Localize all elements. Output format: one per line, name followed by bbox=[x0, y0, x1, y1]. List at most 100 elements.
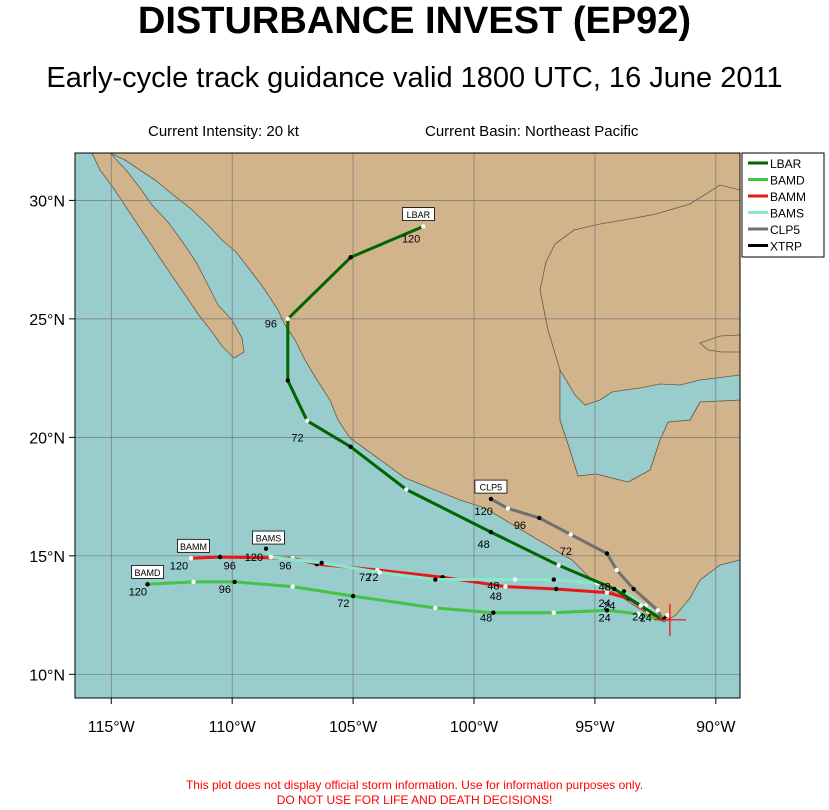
lat-tick-label: 25°N bbox=[29, 312, 65, 329]
land-layer bbox=[75, 153, 740, 623]
lon-tick-label: 95°W bbox=[575, 719, 615, 736]
track-point bbox=[404, 487, 409, 492]
track-point bbox=[512, 577, 518, 582]
storm-position-marker bbox=[653, 603, 686, 636]
lat-tick-label: 20°N bbox=[29, 430, 65, 447]
track-point bbox=[377, 570, 382, 575]
track-lbar: 24 48 72 96 120 LBAR bbox=[265, 207, 664, 622]
track-point bbox=[319, 560, 324, 566]
map-frame bbox=[74, 152, 741, 699]
forecast-hour-label: 96 bbox=[265, 319, 277, 331]
track-point bbox=[433, 577, 438, 582]
track-point bbox=[604, 590, 610, 595]
legend-box bbox=[741, 152, 825, 258]
legend: LBAR BAMD BAMM BAMS CLP5 XTRP bbox=[741, 152, 825, 258]
forecast-hour-label: 24 bbox=[640, 612, 652, 624]
track-tag-label: LBAR bbox=[407, 210, 431, 220]
lon-tick-label: 100°W bbox=[450, 719, 499, 736]
track-point bbox=[655, 608, 660, 613]
track-point bbox=[145, 582, 150, 587]
track-xtrp bbox=[661, 612, 670, 621]
track-point bbox=[556, 563, 561, 568]
forecast-hour-label: 120 bbox=[245, 552, 263, 564]
forecast-hour-label: 24 bbox=[603, 601, 615, 613]
track-point bbox=[433, 605, 438, 611]
forecast-hour-label: 72 bbox=[366, 572, 378, 584]
forecast-hour-label: 96 bbox=[224, 560, 236, 572]
track-clp5: 24 48 72 96 120 CLP5 bbox=[474, 479, 664, 624]
track-tag-label: BAMS bbox=[256, 534, 282, 544]
track-point bbox=[551, 610, 556, 615]
track-point bbox=[621, 589, 627, 594]
lat-lon-grid bbox=[75, 153, 740, 698]
legend-label-clp5: CLP5 bbox=[770, 223, 800, 237]
forecast-hour-label: 48 bbox=[598, 582, 610, 594]
forecast-hour-label: 120 bbox=[129, 586, 147, 598]
track-point bbox=[568, 532, 573, 537]
track-point bbox=[488, 529, 494, 535]
map-subtitle: Early-cycle track guidance valid 1800 UT… bbox=[46, 62, 783, 94]
track-point bbox=[348, 255, 353, 260]
land-cuba bbox=[699, 334, 740, 353]
forecast-hour-label: 72 bbox=[291, 432, 303, 444]
disclaimer-line-2: DO NOT USE FOR LIFE AND DEATH DECISIONS! bbox=[276, 793, 553, 807]
track-point bbox=[290, 584, 295, 589]
current-intensity-label: Current Intensity: 20 kt bbox=[148, 123, 299, 140]
track-tag-box bbox=[177, 538, 210, 553]
track-point bbox=[421, 224, 426, 229]
track-point bbox=[551, 577, 556, 582]
forecast-hour-label: 48 bbox=[487, 580, 499, 592]
map-title: DISTURBANCE INVEST (EP92) bbox=[137, 0, 692, 42]
legend-label-bamd: BAMD bbox=[770, 174, 805, 188]
track-point bbox=[488, 496, 494, 502]
forecast-hour-label: 120 bbox=[474, 506, 492, 518]
bay-of-campeche bbox=[559, 368, 740, 483]
track-point bbox=[612, 586, 617, 592]
forecast-hour-label: 96 bbox=[514, 520, 526, 532]
disclaimer-line-1: This plot does not display official stor… bbox=[185, 778, 644, 792]
forecast-hour-label: 120 bbox=[170, 560, 188, 572]
track-tag-label: CLP5 bbox=[480, 483, 503, 493]
lon-tick-label: 110°W bbox=[209, 719, 257, 736]
forecast-hour-label: 24 bbox=[598, 598, 610, 610]
track-point bbox=[665, 612, 670, 618]
lat-tick-label: 10°N bbox=[29, 667, 65, 684]
forecast-hour-label: 72 bbox=[359, 572, 371, 584]
track-point bbox=[491, 610, 496, 615]
track-point bbox=[191, 579, 196, 585]
lon-tick-label: 90°W bbox=[696, 719, 736, 736]
track-point bbox=[348, 444, 353, 450]
track-point bbox=[554, 586, 559, 592]
lat-tick-label: 30°N bbox=[29, 193, 65, 210]
axis-labels: 115°W 110°W 105°W 100°W 95°W 90°W 10°N 15°N 20°N… bbox=[29, 193, 736, 736]
lon-tick-label: 105°W bbox=[329, 719, 378, 736]
forecast-hour-label: 48 bbox=[480, 612, 492, 624]
land-baja-california bbox=[91, 153, 245, 359]
forecast-hour-label: 120 bbox=[402, 233, 420, 245]
track-tag-box bbox=[474, 479, 508, 494]
track-point bbox=[285, 316, 290, 322]
track-point bbox=[188, 555, 194, 561]
lon-tick-label: 115°W bbox=[88, 719, 136, 736]
lat-tick-label: 15°N bbox=[29, 549, 65, 566]
track-point bbox=[537, 515, 542, 521]
track-tag-box bbox=[131, 565, 164, 579]
track-bams: 24 48 72 96 120 BAMS bbox=[245, 530, 664, 623]
forecast-hour-label: 48 bbox=[478, 539, 490, 551]
forecast-hour-label: 48 bbox=[490, 591, 502, 603]
track-tag-box bbox=[401, 207, 435, 222]
track-point bbox=[304, 418, 310, 423]
track-point bbox=[636, 611, 641, 617]
track-point bbox=[263, 546, 269, 551]
legend-label-lbar: LBAR bbox=[770, 157, 802, 171]
track-point bbox=[350, 593, 356, 599]
forecast-hour-label: 96 bbox=[219, 584, 231, 596]
track-tag-label: BAMD bbox=[135, 568, 162, 578]
legend-label-bamm: BAMM bbox=[770, 190, 806, 204]
track-point bbox=[505, 506, 511, 511]
forecast-hour-label: 72 bbox=[560, 546, 572, 558]
forecast-hour-label: 24 bbox=[632, 611, 644, 623]
track-tag-box bbox=[252, 530, 285, 545]
track-line-lbar bbox=[286, 225, 664, 622]
